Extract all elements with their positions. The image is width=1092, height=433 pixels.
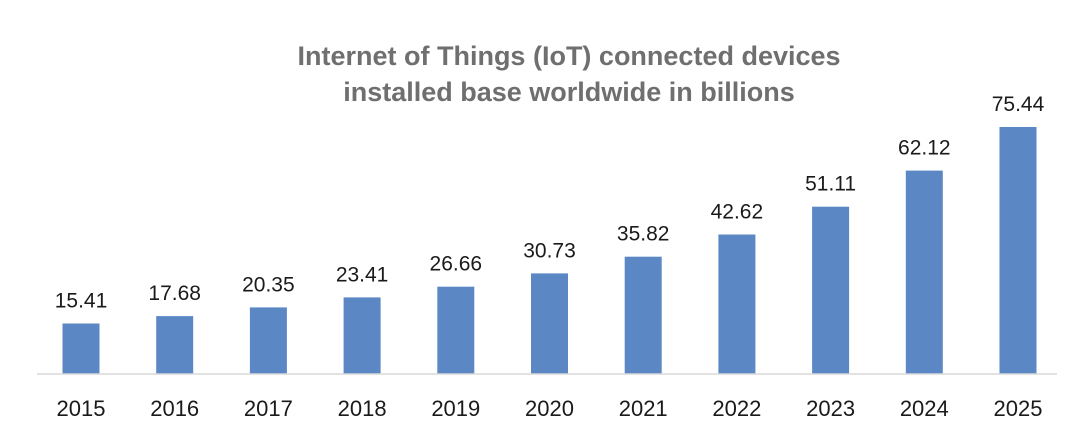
x-tick-label-2016: 2016 (150, 396, 199, 421)
x-tick-label-2018: 2018 (338, 396, 387, 421)
data-label-2019: 26.66 (430, 253, 483, 276)
x-tick-label-2022: 2022 (712, 396, 761, 421)
x-tick-label-2015: 2015 (57, 396, 106, 421)
chart-title: Internet of Things (IoT) connected devic… (297, 41, 840, 107)
chart-title-line-1: Internet of Things (IoT) connected devic… (297, 41, 840, 71)
x-tick-label-2024: 2024 (900, 396, 949, 421)
data-label-2023: 51.11 (805, 173, 856, 196)
bar-2017 (249, 307, 287, 374)
x-tick-label-2025: 2025 (994, 396, 1043, 421)
data-label-2018: 23.41 (336, 263, 389, 286)
data-label-2016: 17.68 (148, 282, 201, 305)
data-label-2015: 15.41 (55, 290, 108, 313)
data-label-2024: 62.12 (898, 137, 951, 160)
x-tick-label-2019: 2019 (431, 396, 480, 421)
bar-2023 (812, 206, 850, 374)
x-tick-label-2021: 2021 (619, 396, 668, 421)
bar-2020 (531, 273, 568, 374)
data-label-2020: 30.73 (523, 239, 576, 262)
data-label-2021: 35.82 (617, 223, 670, 246)
data-label-2022: 42.62 (711, 201, 764, 224)
bars (62, 127, 1037, 374)
bar-2024 (905, 170, 943, 374)
data-label-2017: 20.35 (242, 273, 295, 296)
x-tick-label-2023: 2023 (806, 396, 855, 421)
bar-2015 (62, 323, 100, 374)
bar-2022 (718, 234, 756, 374)
bar-2025 (999, 127, 1037, 374)
x-tick-label-2017: 2017 (244, 396, 293, 421)
data-labels: 15.41 17.68 20.35 23.41 26.66 30.73 35.82 42.62… (55, 93, 1045, 313)
x-tick-label-2020: 2020 (525, 396, 574, 421)
x-axis-tick-labels: 2015 2016 2017 2018 2019 2020 2021 2022 2023 2024… (57, 396, 1043, 421)
bar-2018 (343, 297, 381, 374)
bar-2019 (437, 286, 475, 374)
bar-2021 (624, 256, 662, 374)
chart-title-line-2: installed base worldwide in billions (343, 77, 795, 107)
data-label-2025: 75.44 (992, 93, 1045, 116)
bar-2016 (156, 316, 194, 374)
